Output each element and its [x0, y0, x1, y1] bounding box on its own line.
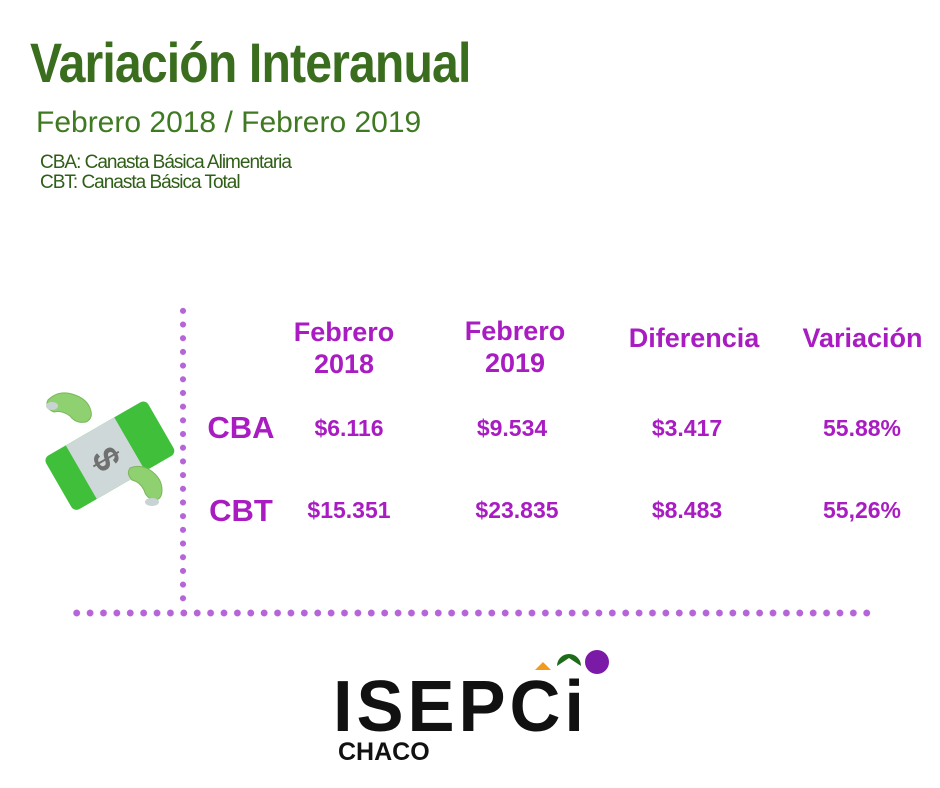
isepci-dots-icon — [535, 650, 609, 674]
col-header-diferencia: Diferencia — [628, 323, 760, 353]
vertical-divider — [180, 304, 186, 606]
horizontal-divider — [70, 609, 874, 617]
table-cell: $23.835 — [475, 497, 559, 523]
logo-wordmark: ISEPCi — [333, 667, 588, 747]
legend-item-cbt: CBT: Canasta Básica Total — [40, 172, 241, 193]
page-subtitle: Febrero 2018 / Febrero 2019 — [36, 106, 422, 139]
flying-money-icon: $ — [45, 392, 175, 510]
isepci-logo: ISEPCi CHACO — [333, 646, 623, 770]
row-header-cba: CBA — [207, 410, 275, 445]
page-title: Variación Interanual — [30, 31, 471, 94]
col-header-feb-2018: Febrero 2018 — [293, 317, 395, 379]
table-cell: $9.534 — [476, 415, 548, 441]
table-cell: $6.116 — [314, 415, 384, 441]
col-header-variacion: Variación — [802, 323, 923, 353]
table-cell: $15.351 — [307, 497, 391, 523]
logo-region: CHACO — [338, 738, 430, 766]
table-cell: 55,26% — [822, 497, 901, 523]
col-header-feb-2019: Febrero 2019 — [464, 316, 566, 378]
table-cell: $8.483 — [651, 497, 723, 523]
table-cell: $3.417 — [651, 415, 723, 441]
table-cell: 55.88% — [822, 415, 901, 441]
abbreviation-legend: CBA: Canasta Básica Alimentaria CBT: Can… — [40, 152, 292, 193]
row-header-cbt: CBT — [209, 493, 273, 528]
legend-item-cba: CBA: Canasta Básica Alimentaria — [40, 152, 292, 173]
